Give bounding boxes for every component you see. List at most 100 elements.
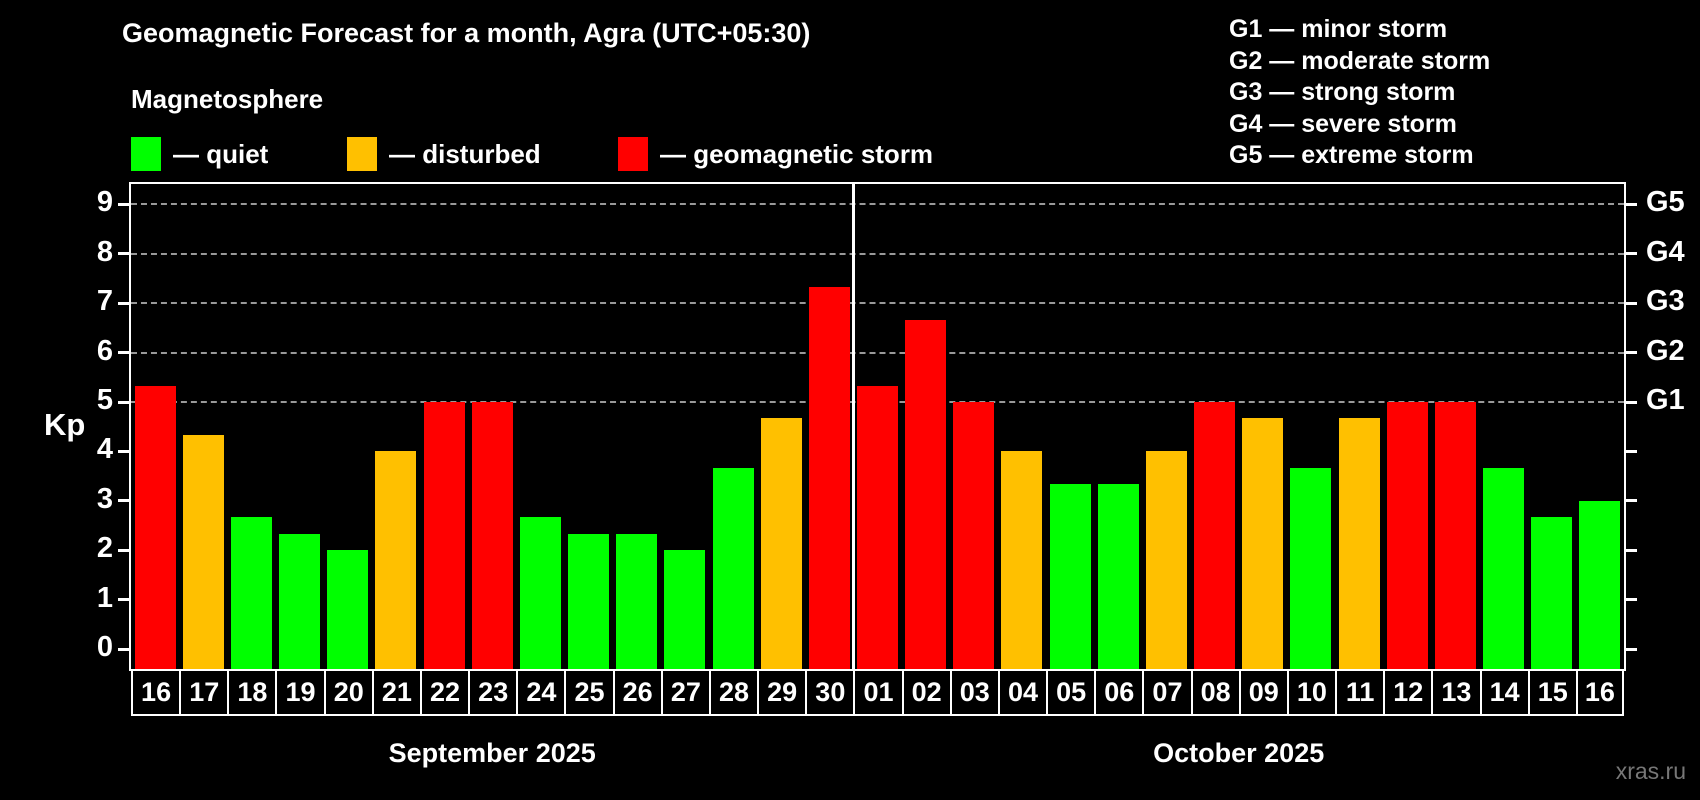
kp-bar-19 [279,533,321,669]
g-level-label-g5: G5 [1646,186,1685,219]
legend-label-disturbed: — disturbed [389,138,541,169]
kp-bar-10 [1290,467,1332,669]
kp-bar-24 [519,517,561,669]
storm-scale-g1: G1 — minor storm [1229,15,1448,43]
day-label-15: 15 [1527,669,1578,716]
y-tick-label: 5 [96,384,113,416]
kp-bar-03 [953,402,995,669]
month-divider [851,184,855,669]
right-axis-tick [1625,647,1637,651]
kp-bar-16 [134,385,176,669]
g-level-label-g2: G2 [1646,334,1685,367]
gridline-kp6 [131,351,1624,354]
kp-bar-09 [1242,418,1284,669]
kp-bar-20 [327,550,369,669]
y-axis-tick [118,499,130,503]
day-label-25: 25 [564,669,615,716]
legend-item-quiet: — quiet [131,137,268,171]
day-label-12: 12 [1383,669,1434,716]
day-label-20: 20 [323,669,374,716]
right-axis-tick [1625,598,1637,602]
day-label-13: 13 [1431,669,1482,716]
day-label-17: 17 [179,669,230,716]
y-axis-tick [118,351,130,355]
gridline-kp7 [131,302,1624,305]
chart-title: Geomagnetic Forecast for a month, Agra (… [122,18,811,48]
disturbed-swatch-icon [347,137,377,171]
kp-bar-12 [1386,402,1428,669]
storm-scale-g3: G3 — strong storm [1229,78,1456,106]
y-tick-label: 1 [96,581,113,614]
kp-bar-30 [808,286,850,669]
kp-bar-13 [1434,402,1476,669]
day-label-18: 18 [227,669,278,716]
day-label-30: 30 [805,669,856,716]
watermark: xras.ru [1615,758,1686,784]
y-tick-label: 8 [96,235,113,268]
kp-bar-06 [1097,484,1139,669]
day-label-11: 11 [1335,669,1386,716]
month-label-september: September 2025 [388,738,596,768]
day-label-01: 01 [853,669,904,716]
y-axis-tick [118,252,130,256]
kp-bar-29 [760,418,802,669]
day-label-26: 26 [612,669,663,716]
quiet-swatch-icon [131,137,161,171]
kp-bar-27 [664,550,706,669]
g-level-label-g4: G4 [1646,235,1685,268]
storm-scale-g4: G4 — severe storm [1229,109,1457,138]
right-axis-tick [1625,449,1637,453]
kp-bar-07 [1145,451,1187,669]
kp-bar-17 [182,435,224,669]
kp-bar-05 [1049,484,1091,669]
kp-bar-15 [1531,517,1573,669]
y-tick-label: 0 [96,631,113,663]
y-axis-tick [118,598,130,602]
day-label-29: 29 [757,669,808,716]
right-axis-tick [1625,301,1637,305]
kp-bar-23 [471,402,513,669]
legend-label-quiet: — quiet [173,138,269,169]
y-tick-label: 4 [96,433,113,466]
gridline-kp9 [131,203,1624,206]
right-axis-tick [1625,400,1637,404]
gridline-kp8 [131,252,1624,255]
storm-scale-g5: G5 — extreme storm [1229,141,1474,169]
storm-scale-legend: G1 — minor storm G2 — moderate storm G3 … [1229,14,1490,172]
day-label-03: 03 [949,669,1000,716]
kp-bar-02 [905,319,947,669]
kp-bar-21 [375,451,417,669]
y-axis-tick [118,301,130,305]
y-axis-tick [118,400,130,404]
y-tick-label: 9 [96,186,113,219]
y-axis-tick [118,647,130,651]
chart-subtitle: Magnetosphere [131,84,324,114]
day-label-22: 22 [419,669,471,716]
day-label-19: 19 [275,669,326,716]
month-label-october: October 2025 [1153,738,1325,768]
day-label-16: 16 [1575,669,1624,716]
kp-bar-26 [616,533,658,669]
day-label-10: 10 [1286,669,1338,716]
right-axis-tick [1625,252,1637,256]
legend-item-disturbed: — disturbed [347,137,541,171]
day-label-09: 09 [1238,669,1289,716]
storm-swatch-icon [618,137,648,171]
y-axis-tick [118,202,130,206]
day-label-23: 23 [468,669,519,716]
kp-bar-14 [1483,467,1525,669]
day-label-27: 27 [660,669,711,716]
y-axis-title: Kp [44,406,86,442]
day-label-02: 02 [901,669,952,716]
y-tick-label: 3 [96,482,113,515]
y-axis-tick [118,548,130,552]
legend-item-storm: — geomagnetic storm [618,137,933,171]
kp-bar-25 [568,533,610,669]
right-axis-tick [1625,202,1637,206]
kp-bar-22 [423,402,465,669]
day-label-16: 16 [131,669,182,716]
right-axis-tick [1625,351,1637,355]
day-label-06: 06 [1094,669,1145,716]
day-label-07: 07 [1142,669,1193,716]
day-label-04: 04 [997,669,1049,716]
